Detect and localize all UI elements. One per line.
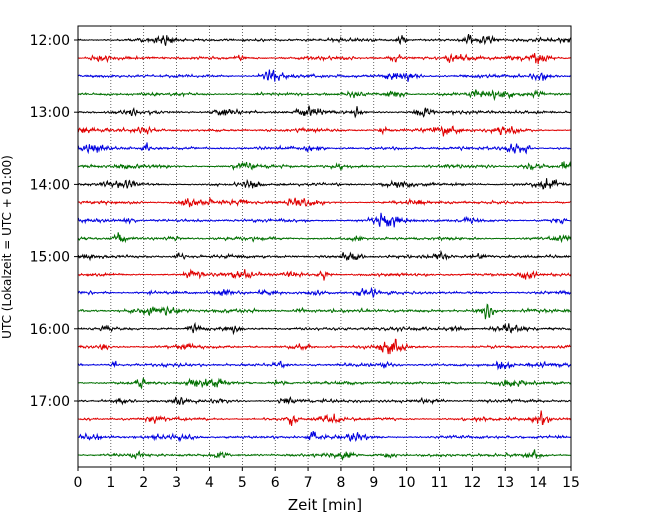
seismic-trace (77, 338, 571, 355)
x-tick-label: 2 (139, 475, 148, 491)
x-tick-label: 14 (529, 475, 547, 491)
x-tick-label: 11 (431, 475, 449, 491)
seismic-trace (77, 105, 571, 119)
seismic-trace (77, 52, 571, 65)
x-tick-label: 13 (496, 475, 514, 491)
x-tick-label: 1 (106, 475, 115, 491)
x-tick-label: 0 (74, 475, 83, 491)
x-axis: 0 1 2 3 4 5 6 7 8 9 10 11 12 13 14 15 (74, 467, 580, 491)
seismic-trace (77, 430, 571, 443)
seismic-trace (77, 268, 572, 281)
seismic-trace (77, 360, 572, 371)
seismic-trace (77, 232, 572, 244)
y-axis-label: UTC (Lokalzeit = UTC + 01:00) (0, 155, 14, 339)
seismic-trace (77, 286, 571, 299)
x-tick-label: 9 (369, 475, 378, 491)
x-tick-label: 5 (238, 475, 247, 491)
seismic-trace (77, 89, 571, 102)
seismic-trace (77, 321, 571, 336)
seismic-trace (77, 161, 572, 172)
x-tick-label: 3 (172, 475, 181, 491)
y-axis: 12:00 13:00 14:00 15:00 16:00 17:00 (30, 33, 78, 410)
y-tick-label: 13:00 (30, 105, 70, 121)
seismic-trace (77, 410, 572, 427)
y-tick-label: 16:00 (30, 322, 70, 338)
x-tick-label: 8 (336, 475, 345, 491)
seismic-trace (77, 178, 571, 190)
seismic-trace (77, 303, 571, 320)
seismic-trace (77, 249, 571, 262)
x-tick-label: 7 (304, 475, 313, 491)
seismic-trace (77, 33, 572, 46)
y-tick-label: 14:00 (30, 177, 70, 193)
x-tick-label: 12 (463, 475, 481, 491)
y-tick-label: 17:00 (30, 394, 70, 410)
seismic-trace (77, 395, 571, 406)
seismic-trace (77, 69, 571, 82)
y-tick-label: 12:00 (30, 33, 70, 49)
seismic-trace (77, 142, 571, 155)
seismic-traces (77, 33, 572, 461)
x-tick-label: 4 (205, 475, 214, 491)
x-tick-label: 15 (562, 475, 580, 491)
x-tick-label: 6 (271, 475, 280, 491)
seismic-trace (77, 449, 571, 461)
plot-frame (77, 25, 572, 468)
x-tick-label: 10 (398, 475, 416, 491)
seismic-trace (77, 377, 572, 390)
seismic-trace (77, 196, 571, 208)
seismic-trace (77, 125, 571, 137)
x-axis-label: Zeit [min] (288, 496, 362, 514)
y-tick-label: 15:00 (30, 250, 70, 266)
seismic-trace (77, 212, 571, 228)
